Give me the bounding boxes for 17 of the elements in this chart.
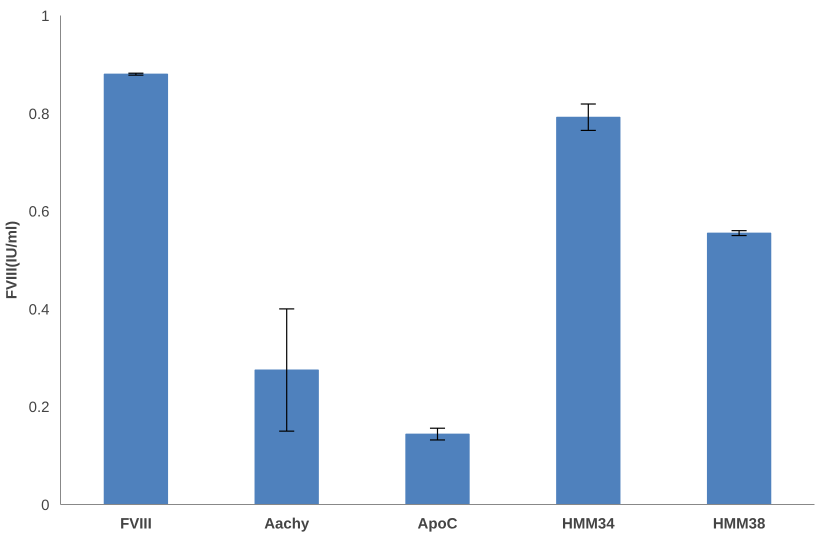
y-tick-label: 0.8: [28, 106, 50, 123]
y-tick-label: 0: [41, 497, 50, 514]
y-tick-label: 0.6: [28, 204, 50, 221]
bar: [254, 370, 319, 504]
x-tick-label: FVIII: [120, 516, 152, 532]
x-tick-label: HMM34: [562, 516, 616, 532]
y-tick-label: 1: [41, 8, 50, 25]
bar: [556, 116, 620, 504]
x-tick-label: HMM38: [712, 516, 766, 532]
bar: [706, 232, 772, 504]
bar: [405, 434, 470, 504]
x-tick-label: ApoC: [418, 516, 458, 532]
bar: [104, 74, 168, 504]
y-tick-label: 0.4: [28, 301, 50, 318]
y-tick-label: 0.2: [28, 399, 50, 416]
x-tick-label: Aachy: [264, 516, 310, 532]
y-axis-title: FVIII(IU/ml): [4, 220, 21, 300]
